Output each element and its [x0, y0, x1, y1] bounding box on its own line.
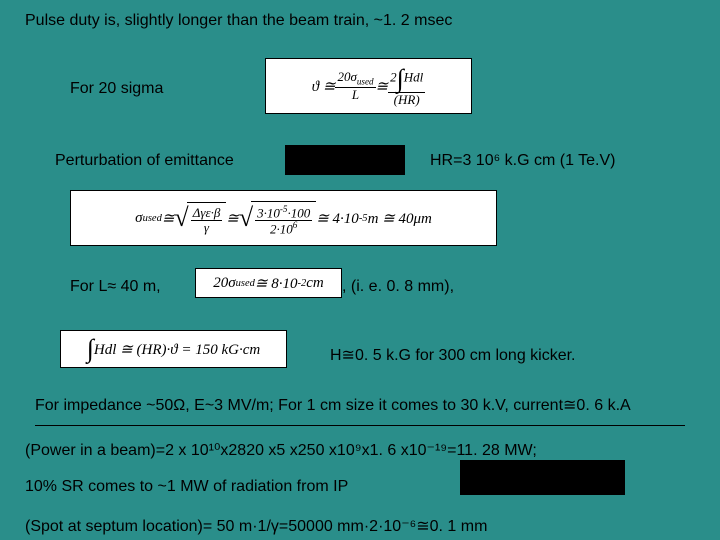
divider: [35, 425, 685, 426]
text-impedance: For impedance ~50Ω, E~3 MV/m; For 1 cm s…: [35, 395, 631, 415]
redaction-box-2: [460, 460, 625, 495]
text-h-kicker: H≅0. 5 k.G for 300 cm long kicker.: [330, 345, 576, 365]
formula-sigma-used: σused ≅ Δγε·βγ ≅ 3·10-5·1002·106 ≅ 4·10-…: [70, 190, 497, 246]
text-hr-value: HR=3 10⁶ k.G cm (1 Te.V): [430, 152, 615, 170]
text-for-20-sigma: For 20 sigma: [70, 80, 163, 98]
text-sr-radiation: 10% SR comes to ~1 MW of radiation from …: [25, 478, 348, 496]
text-for-l: For L≈ 40 m,: [70, 278, 161, 296]
redaction-box-1: [285, 145, 405, 175]
text-spot-septum: (Spot at septum location)= 50 m·1/γ=5000…: [25, 516, 487, 536]
formula-theta: ϑ ≅ 20σusedL ≅ 2∫Hdl(HR): [265, 58, 472, 114]
text-pulse-duty: Pulse duty is, slightly longer than the …: [25, 12, 452, 30]
formula-20sigma: 20σused ≅ 8·10-2 cm: [195, 268, 342, 298]
text-perturbation: Perturbation of emittance: [55, 152, 234, 170]
formula-integral-hdl: ∫Hdl ≅ (HR)·ϑ = 150 kG·cm: [60, 330, 287, 368]
text-power-beam: (Power in a beam)=2 x 10¹⁰x2820 x5 x250 …: [25, 440, 537, 460]
text-ie-08mm: , (i. e. 0. 8 mm),: [342, 278, 454, 296]
